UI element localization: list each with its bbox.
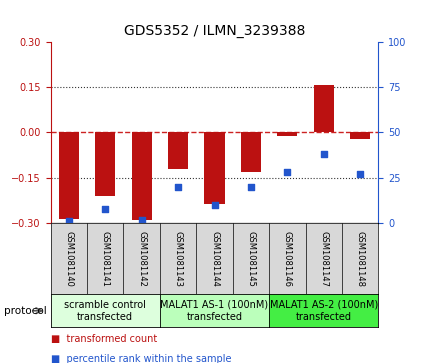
Text: GSM1081143: GSM1081143 xyxy=(173,231,183,287)
Text: scramble control
transfected: scramble control transfected xyxy=(64,300,146,322)
Text: MALAT1 AS-1 (100nM)
transfected: MALAT1 AS-1 (100nM) transfected xyxy=(161,300,268,322)
Text: GSM1081140: GSM1081140 xyxy=(64,231,73,286)
Text: GSM1081144: GSM1081144 xyxy=(210,231,219,286)
Bar xyxy=(241,132,261,172)
Text: MALAT1 AS-2 (100nM)
transfected: MALAT1 AS-2 (100nM) transfected xyxy=(270,300,378,322)
Bar xyxy=(350,132,370,139)
Point xyxy=(211,202,218,208)
Point xyxy=(175,184,182,190)
Bar xyxy=(59,132,79,219)
Text: ■  percentile rank within the sample: ■ percentile rank within the sample xyxy=(51,354,231,363)
Text: GSM1081147: GSM1081147 xyxy=(319,231,328,287)
Bar xyxy=(277,132,297,135)
Point xyxy=(284,170,291,175)
Text: GSM1081146: GSM1081146 xyxy=(283,231,292,287)
Point xyxy=(247,184,254,190)
Bar xyxy=(205,132,224,204)
Text: ■  transformed count: ■ transformed count xyxy=(51,334,157,344)
Point xyxy=(357,171,364,177)
Text: GSM1081141: GSM1081141 xyxy=(101,231,110,286)
Bar xyxy=(168,132,188,169)
Text: GSM1081142: GSM1081142 xyxy=(137,231,146,286)
Text: GSM1081145: GSM1081145 xyxy=(246,231,256,286)
Text: GSM1081148: GSM1081148 xyxy=(356,231,365,287)
Bar xyxy=(95,132,115,196)
Point xyxy=(138,217,145,223)
Text: protocol: protocol xyxy=(4,306,47,316)
Bar xyxy=(132,132,152,220)
Title: GDS5352 / ILMN_3239388: GDS5352 / ILMN_3239388 xyxy=(124,24,305,38)
Bar xyxy=(314,85,334,132)
Point xyxy=(102,206,109,212)
Point xyxy=(65,219,72,224)
Point xyxy=(320,151,327,157)
